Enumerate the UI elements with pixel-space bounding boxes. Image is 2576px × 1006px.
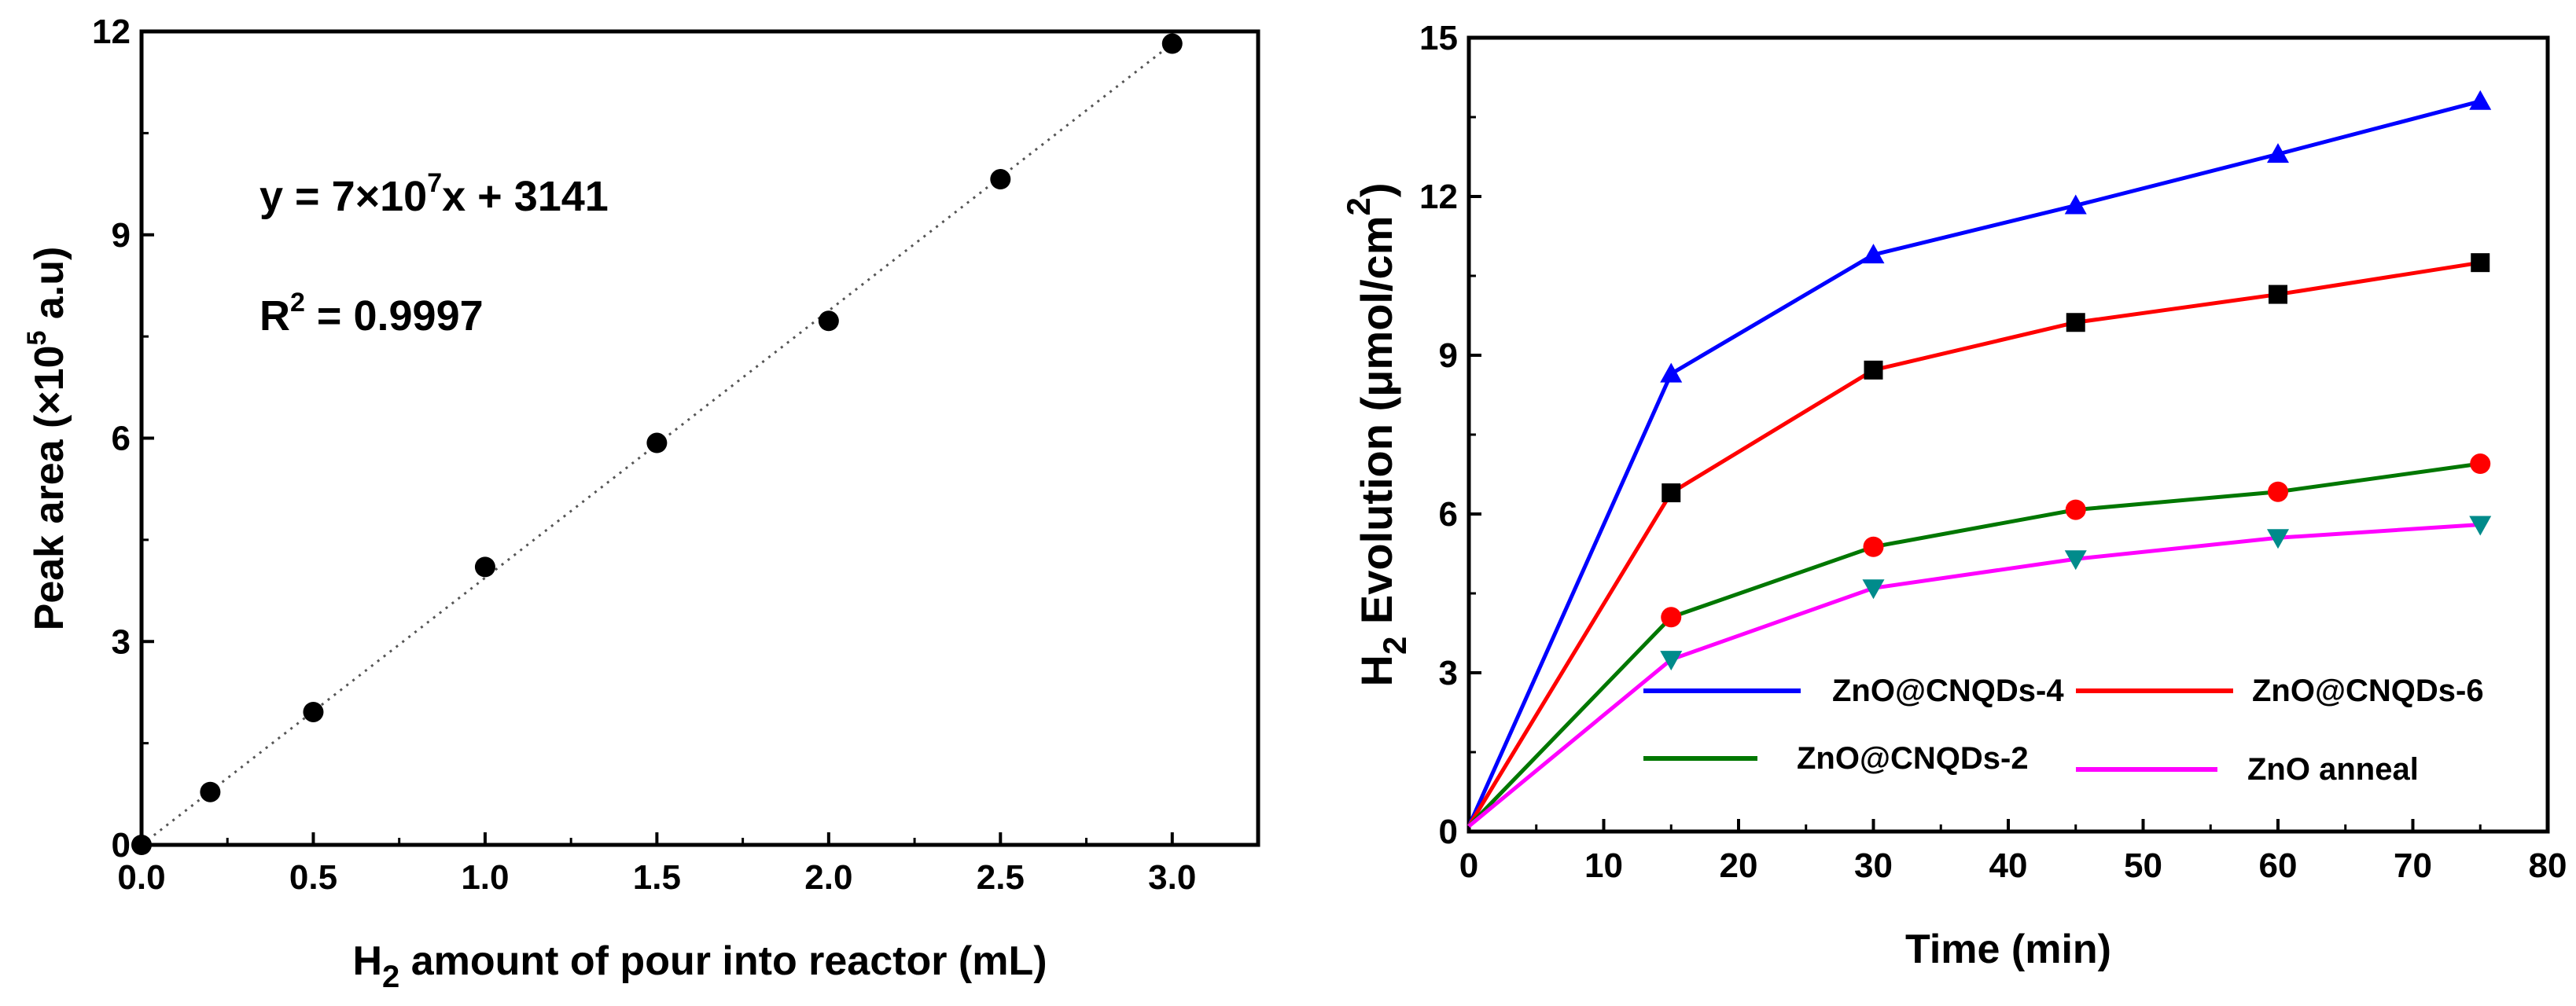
- right-y-tick-label: 9: [1439, 336, 1458, 375]
- calibration-chart: 0.0 0.5 1.0 1.5 2.0 2.5 3.0 0 3 6 9 12 y = 7×107x …: [22, 13, 1260, 994]
- series-line: [1466, 260, 2481, 828]
- left-plot-frame: [139, 29, 1260, 847]
- legend-item: ZnO@CNQDs-6: [2076, 674, 2484, 708]
- right-y-ticks: 0 3 6 9 12 15: [1419, 19, 1481, 851]
- series-point: [1662, 483, 1681, 503]
- series-point: [1661, 607, 1682, 628]
- h2-series: [1466, 90, 2492, 828]
- series-point: [1660, 362, 1683, 383]
- left-x-tick-label: 3.0: [1148, 858, 1196, 897]
- left-x-axis-title: H2 amount of pour into reactor (mL): [352, 938, 1047, 994]
- legend-item: ZnO anneal: [2076, 752, 2419, 787]
- right-x-tick-label: 50: [2124, 846, 2162, 885]
- right-x-axis-title: Time (min): [1905, 927, 2111, 972]
- series-point: [2065, 499, 2086, 520]
- left-x-tick-label: 1.0: [461, 858, 509, 897]
- left-x-tick-label: 0.0: [117, 858, 165, 897]
- series-point: [1862, 579, 1885, 600]
- legend-label: ZnO@CNQDs-6: [2252, 674, 2484, 708]
- series-point: [2064, 194, 2087, 215]
- calibration-points: [131, 33, 1183, 855]
- calibration-point: [818, 310, 839, 332]
- right-x-tick-label: 30: [1854, 846, 1893, 885]
- series-point: [1660, 651, 1683, 671]
- right-x-tick-label: 70: [2394, 846, 2432, 885]
- right-x-ticks: 0 10 20 30 40 50 60 70 80: [1459, 819, 2567, 885]
- series-point: [2470, 453, 2491, 475]
- left-y-axis-title: Peak area (×105 a.u): [22, 247, 72, 631]
- series-point: [2268, 481, 2288, 502]
- left-x-tick-label: 0.5: [289, 858, 337, 897]
- left-x-tick-label: 2.5: [977, 858, 1025, 897]
- legend: ZnO@CNQDs-4 ZnO@CNQDs-6 ZnO@CNQDs-2 ZnO ann…: [1643, 674, 2484, 787]
- calibration-point: [200, 781, 221, 802]
- series-point: [2469, 90, 2492, 110]
- left-y-ticks: 0 3 6 9 12: [92, 13, 154, 865]
- r-squared: R2 = 0.9997: [259, 288, 484, 340]
- right-x-tick-label: 10: [1584, 846, 1623, 885]
- series-point: [2267, 143, 2289, 163]
- left-y-tick-label: 0: [112, 826, 131, 865]
- left-y-tick-label: 9: [112, 216, 131, 255]
- legend-label: ZnO@CNQDs-2: [1797, 741, 2029, 776]
- series-point: [2471, 253, 2490, 273]
- series-point: [2269, 285, 2287, 304]
- series-2: [1466, 253, 2490, 828]
- right-y-tick-label: 6: [1439, 495, 1458, 534]
- calibration-point: [990, 169, 1011, 190]
- series-3: [1467, 453, 2491, 828]
- calibration-point: [131, 835, 152, 855]
- series-point: [1863, 536, 1884, 557]
- series-point: [2469, 516, 2492, 536]
- series-point: [1862, 244, 1885, 264]
- left-y-tick-label: 6: [112, 420, 131, 458]
- legend-label: ZnO@CNQDs-4: [1832, 674, 2064, 708]
- right-x-tick-label: 80: [2529, 846, 2567, 885]
- series-1: [1466, 90, 2492, 828]
- right-x-tick-label: 40: [1989, 846, 2028, 885]
- calibration-point: [474, 556, 495, 578]
- right-plot-frame: [1466, 35, 2550, 834]
- legend-label: ZnO anneal: [2247, 752, 2419, 787]
- right-y-tick-label: 3: [1439, 654, 1458, 692]
- right-x-tick-label: 0: [1459, 846, 1478, 885]
- left-x-tick-label: 1.5: [633, 858, 681, 897]
- calibration-point: [646, 432, 668, 453]
- left-x-ticks: 0.0 0.5 1.0 1.5 2.0 2.5 3.0: [117, 832, 1196, 897]
- right-y-tick-label: 15: [1419, 19, 1458, 57]
- left-y-tick-label: 12: [92, 13, 131, 51]
- series-line: [1467, 461, 2481, 828]
- series-line: [1466, 99, 2481, 828]
- series-point: [2267, 529, 2289, 549]
- left-x-tick-label: 2.0: [804, 858, 852, 897]
- right-y-tick-label: 0: [1439, 813, 1458, 851]
- right-y-tick-label: 12: [1419, 178, 1458, 216]
- series-line: [1467, 522, 2481, 828]
- left-y-tick-label: 3: [112, 622, 131, 661]
- right-y-axis-title: H2 Evolution (μmol/cm2): [1340, 183, 1413, 687]
- series-point: [1864, 360, 1883, 380]
- legend-item: ZnO@CNQDs-2: [1643, 741, 2029, 776]
- calibration-point: [1161, 33, 1183, 54]
- series-point: [2066, 313, 2085, 332]
- fit-equation: y = 7×107x + 3141: [259, 168, 609, 220]
- calibration-point: [303, 701, 324, 722]
- right-x-tick-label: 20: [1720, 846, 1758, 885]
- series-4: [1467, 516, 2492, 828]
- right-x-tick-label: 60: [2259, 846, 2298, 885]
- legend-item: ZnO@CNQDs-4: [1643, 674, 2064, 708]
- series-point: [2064, 550, 2087, 571]
